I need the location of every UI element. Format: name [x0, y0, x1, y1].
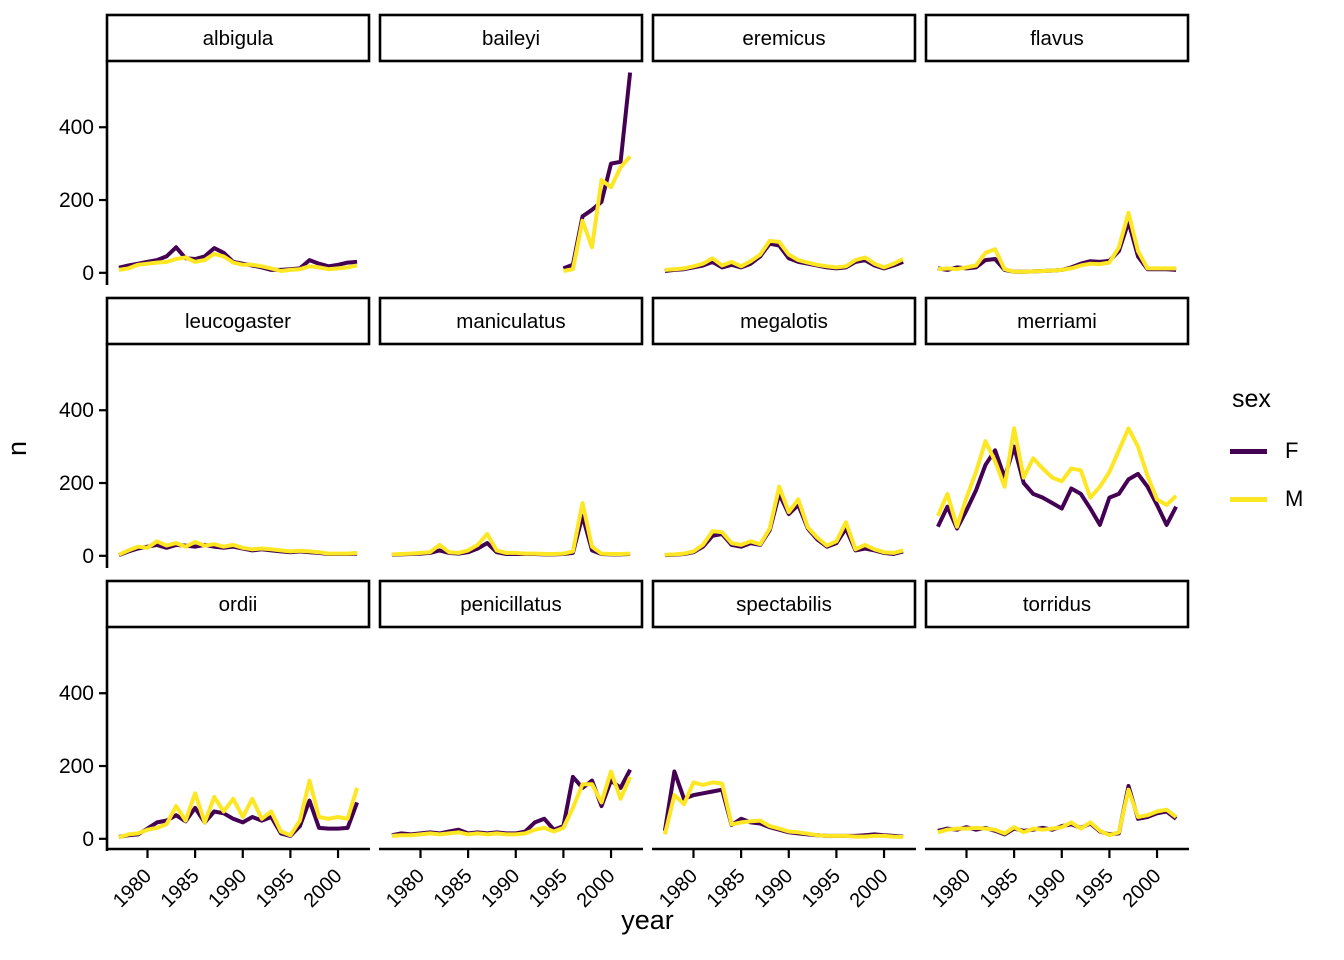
- y-tick-label: 200: [59, 472, 94, 495]
- series-line-M: [662, 780, 904, 839]
- y-tick-label: 400: [59, 682, 94, 705]
- facet-strip: [105, 579, 371, 629]
- series-line-M: [391, 769, 632, 838]
- facet-strip: [105, 13, 371, 63]
- y-tick-label: 400: [59, 116, 94, 139]
- facet-strip-label: flavus: [1030, 27, 1084, 50]
- series-line-F: [662, 769, 904, 839]
- y-tick-label: 0: [82, 262, 94, 285]
- legend-label-m: M: [1285, 486, 1304, 511]
- facet-eremicus: eremicus: [651, 13, 917, 273]
- facet-strip-label: maniculatus: [456, 310, 565, 333]
- facet-strip: [651, 579, 917, 629]
- facet-strip-label: torridus: [1023, 593, 1091, 616]
- facet-strip-label: spectabilis: [736, 593, 832, 616]
- series-line-M: [937, 787, 1178, 838]
- facet-strip-label: penicillatus: [460, 593, 561, 616]
- series-line-M: [563, 155, 632, 273]
- facet-strip: [924, 13, 1190, 63]
- facet-albigula: albigula 0 200 400: [59, 13, 371, 285]
- y-tick-label: 0: [82, 545, 94, 568]
- y-tick-label: 400: [59, 399, 94, 422]
- facet-strip: [924, 296, 1190, 346]
- series-line-M: [391, 501, 631, 557]
- facet-strip: [378, 13, 644, 63]
- facet-strip-label: ordii: [219, 593, 258, 616]
- legend-entry-m: M: [1230, 486, 1304, 511]
- series-line-F: [118, 798, 359, 839]
- facet-strip: [651, 296, 917, 346]
- legend-swatch-f-line: [1230, 448, 1267, 454]
- legend-swatch-m-line: [1230, 496, 1267, 502]
- series-line-F: [936, 444, 1178, 531]
- facet-leucogaster: leucogaster 0 200 400: [59, 296, 371, 568]
- facet-strip: [924, 579, 1190, 629]
- facet-strip-label: albigula: [203, 27, 274, 50]
- y-axis-title: n: [2, 440, 33, 457]
- facet-strip: [378, 579, 644, 629]
- facet-strip-label: baileyi: [482, 27, 540, 50]
- series-line-M: [664, 484, 904, 557]
- facet-strip-label: megalotis: [740, 310, 828, 333]
- facet-strip: [378, 296, 644, 346]
- facet-maniculatus: maniculatus: [378, 296, 644, 557]
- facet-flavus: flavus: [924, 13, 1190, 274]
- series-line-M: [118, 778, 360, 840]
- series-line-F: [391, 768, 632, 838]
- y-tick-label: 200: [59, 189, 94, 212]
- facet-merriami: merriami: [924, 296, 1190, 531]
- series-line-M: [937, 210, 1177, 274]
- legend: sex F M: [1230, 385, 1303, 536]
- facet-strip: [105, 296, 371, 346]
- legend-entry-f: F: [1230, 438, 1303, 463]
- facet-strip-label: leucogaster: [185, 310, 291, 333]
- facet-megalotis: megalotis: [651, 296, 917, 558]
- facet-strip-label: merriami: [1017, 310, 1097, 333]
- series-line-M: [118, 251, 358, 273]
- series-line-M: [936, 426, 1178, 529]
- legend-title: sex: [1232, 385, 1271, 413]
- series-line-M: [118, 539, 358, 557]
- y-tick-label: 200: [59, 755, 94, 778]
- legend-label-f: F: [1285, 438, 1299, 463]
- facet-strip: [651, 13, 917, 63]
- series-line-M: [664, 238, 904, 272]
- facet-strip-label: eremicus: [742, 27, 825, 50]
- x-axis-title: year: [621, 905, 674, 935]
- y-tick-label: 0: [82, 828, 94, 851]
- facet-baileyi: baileyi: [378, 13, 644, 273]
